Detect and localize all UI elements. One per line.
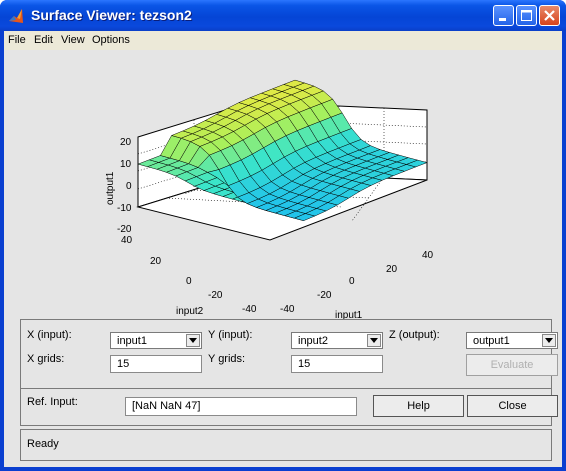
x-input-select[interactable]: input1 [110, 332, 202, 349]
surface-plot[interactable]: 20 10 0 -10 -20 40 20 0 -20 -40 -40 -20 … [4, 50, 562, 321]
ref-input-label: Ref. Input: [27, 396, 78, 408]
y-axis-label: input2 [176, 306, 204, 317]
x-input-label: X (input): [27, 329, 72, 341]
help-button[interactable]: Help [373, 395, 464, 417]
close-window-button[interactable] [539, 5, 560, 26]
y-tick-label: -20 [208, 290, 223, 301]
menu-bar: File Edit View Options [4, 31, 562, 50]
matlab-logo-icon [9, 9, 23, 23]
y-grids-label: Y grids: [208, 353, 246, 365]
z-tick-label: -10 [117, 203, 132, 214]
y-tick-label: 20 [150, 256, 162, 267]
menu-options[interactable]: Options [92, 34, 130, 46]
z-output-label: Z (output): [389, 329, 440, 341]
y-tick-label: -40 [242, 304, 257, 315]
surface-mesh [137, 79, 428, 222]
x-tick-label: 20 [386, 264, 398, 275]
chevron-down-icon [367, 334, 381, 347]
maximize-icon [521, 10, 532, 21]
maximize-button[interactable] [516, 5, 537, 26]
y-input-label: Y (input): [208, 329, 253, 341]
window-title: Surface Viewer: tezson2 [31, 7, 192, 23]
z-axis-label: output1 [105, 171, 116, 205]
x-grids-field[interactable]: 15 [110, 355, 202, 373]
z-output-select[interactable]: output1 [466, 332, 558, 349]
x-tick-label: -40 [280, 304, 295, 315]
minimize-icon [499, 18, 506, 21]
y-input-select[interactable]: input2 [291, 332, 383, 349]
chevron-down-icon [542, 334, 556, 347]
minimize-button[interactable] [493, 5, 514, 26]
y-grids-field[interactable]: 15 [291, 355, 383, 373]
x-tick-label: 40 [422, 250, 434, 261]
close-button[interactable]: Close [467, 395, 558, 417]
status-panel: Ready [20, 429, 552, 461]
menu-view[interactable]: View [61, 34, 85, 46]
evaluate-button[interactable]: Evaluate [466, 354, 558, 376]
title-bar[interactable]: Surface Viewer: tezson2 [0, 0, 566, 31]
z-tick-label: 10 [120, 159, 132, 170]
ref-input-field[interactable]: [NaN NaN 47] [125, 397, 357, 416]
chevron-down-icon [186, 334, 200, 347]
input-selection-panel: X (input): input1 Y (input): input2 Z (o… [20, 319, 558, 388]
z-tick-label: 20 [120, 137, 132, 148]
menu-file[interactable]: File [8, 34, 26, 46]
status-text: Ready [27, 438, 59, 450]
x-tick-label: -20 [317, 290, 332, 301]
surface-facet [283, 79, 306, 88]
x-axis-label: input1 [335, 310, 363, 320]
y-tick-label: 0 [186, 276, 192, 287]
z-tick-label: 0 [126, 181, 132, 192]
x-tick-label: 0 [349, 276, 355, 287]
x-grids-label: X grids: [27, 353, 65, 365]
close-icon [544, 10, 555, 21]
plot-area: 20 10 0 -10 -20 40 20 0 -20 -40 -40 -20 … [4, 50, 562, 321]
client-area: File Edit View Options [4, 31, 562, 467]
y-tick-label: 40 [121, 235, 133, 246]
z-tick-label: -20 [117, 224, 132, 235]
menu-edit[interactable]: Edit [34, 34, 53, 46]
ref-input-panel: Ref. Input: [NaN NaN 47] Help Close [20, 388, 558, 426]
